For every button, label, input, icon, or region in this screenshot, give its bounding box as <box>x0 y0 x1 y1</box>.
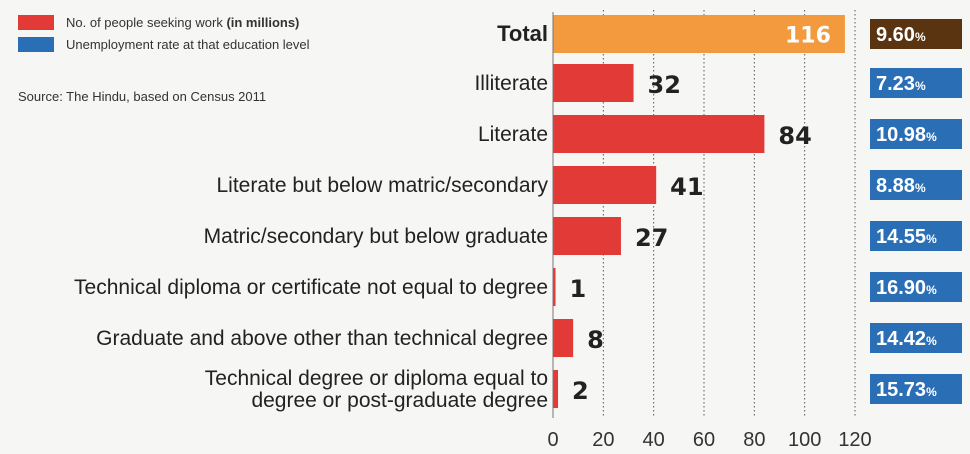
rate-label-0: 9.60% <box>876 24 926 46</box>
rate-label-1: 7.23% <box>876 73 926 95</box>
rate-box-6 <box>870 323 962 353</box>
value-label-2: 84 <box>778 122 811 150</box>
legend-label-seekers-unit: (in millions) <box>226 14 300 30</box>
rate-box-1 <box>870 68 962 98</box>
bar-2 <box>553 115 765 153</box>
rate-box-2 <box>870 119 962 149</box>
rate-label-6: 14.42% <box>876 328 937 350</box>
category-label-3: Literate but below matric/secondary <box>217 174 549 197</box>
bar-5 <box>553 268 556 306</box>
x-tick-label-20: 20 <box>592 429 614 451</box>
value-label-0: 116 <box>785 24 831 49</box>
category-label-line: Matric/secondary but below graduate <box>204 225 548 248</box>
category-label-6: Graduate and above other than technical … <box>96 327 548 350</box>
x-tick-label-120: 120 <box>838 429 871 451</box>
rate-label-2: 10.98% <box>876 124 937 146</box>
x-tick-label-80: 80 <box>743 429 765 451</box>
rate-unit: % <box>926 385 937 399</box>
category-label-line: Total <box>497 21 548 46</box>
value-label-3: 41 <box>670 173 703 201</box>
bar-3 <box>553 166 657 204</box>
legend-item-rate: Unemployment rate at that education leve… <box>18 34 310 54</box>
legend-label-rate: Unemployment rate at that education leve… <box>66 36 310 52</box>
bar-6 <box>553 319 574 357</box>
rate-unit: % <box>915 79 926 93</box>
rate-label-4: 14.55% <box>876 226 937 248</box>
rate-label-3: 8.88% <box>876 175 926 197</box>
category-label-line: Technical diploma or certificate not equ… <box>74 276 548 299</box>
category-label-1: Illiterate <box>474 72 548 95</box>
rate-unit: % <box>926 130 937 144</box>
category-label-0: Total <box>497 21 548 46</box>
bar-4 <box>553 217 621 255</box>
legend-item-seekers: No. of people seeking work (in millions) <box>18 12 310 32</box>
category-label-5: Technical diploma or certificate not equ… <box>74 276 548 299</box>
rate-unit: % <box>915 30 926 44</box>
value-label-1: 32 <box>648 71 681 99</box>
bar-1 <box>553 64 634 102</box>
bar-0 <box>553 15 845 53</box>
category-label-line: Literate but below matric/secondary <box>217 174 549 197</box>
category-label-line: Illiterate <box>474 72 548 95</box>
legend-swatch-red <box>18 14 54 30</box>
rate-box-7 <box>870 374 962 404</box>
value-label-7: 2 <box>572 377 589 405</box>
x-tick-label-0: 0 <box>547 429 558 451</box>
rate-unit: % <box>915 181 926 195</box>
category-label-line: Graduate and above other than technical … <box>96 327 548 350</box>
category-label-4: Matric/secondary but below graduate <box>204 225 548 248</box>
rate-label-7: 15.73% <box>876 379 937 401</box>
value-label-6: 8 <box>587 326 604 354</box>
category-label-2: Literate <box>478 123 548 146</box>
x-tick-label-100: 100 <box>788 429 821 451</box>
rate-unit: % <box>926 232 937 246</box>
rate-box-3 <box>870 170 962 200</box>
rate-unit: % <box>926 334 937 348</box>
legend-label-seekers: No. of people seeking work <box>66 14 227 30</box>
rate-box-4 <box>870 221 962 251</box>
bar-7 <box>553 370 559 408</box>
rate-box-0 <box>870 19 962 49</box>
x-tick-label-60: 60 <box>693 429 715 451</box>
x-tick-label-40: 40 <box>643 429 665 451</box>
rate-label-5: 16.90% <box>876 277 937 299</box>
rate-box-5 <box>870 272 962 302</box>
category-label-line: Literate <box>478 123 548 146</box>
source-note: Source: The Hindu, based on Census 2011 <box>18 89 267 104</box>
value-label-5: 1 <box>570 275 587 303</box>
legend-swatch-blue <box>18 36 54 52</box>
category-label-line: degree or post-graduate degree <box>251 389 548 412</box>
value-label-4: 27 <box>635 224 668 252</box>
category-label-line: Technical degree or diploma equal to <box>205 367 548 390</box>
category-label-7: Technical degree or diploma equal to degr… <box>205 367 548 412</box>
legend: No. of people seeking work (in millions)… <box>18 12 310 56</box>
rate-unit: % <box>926 283 937 297</box>
